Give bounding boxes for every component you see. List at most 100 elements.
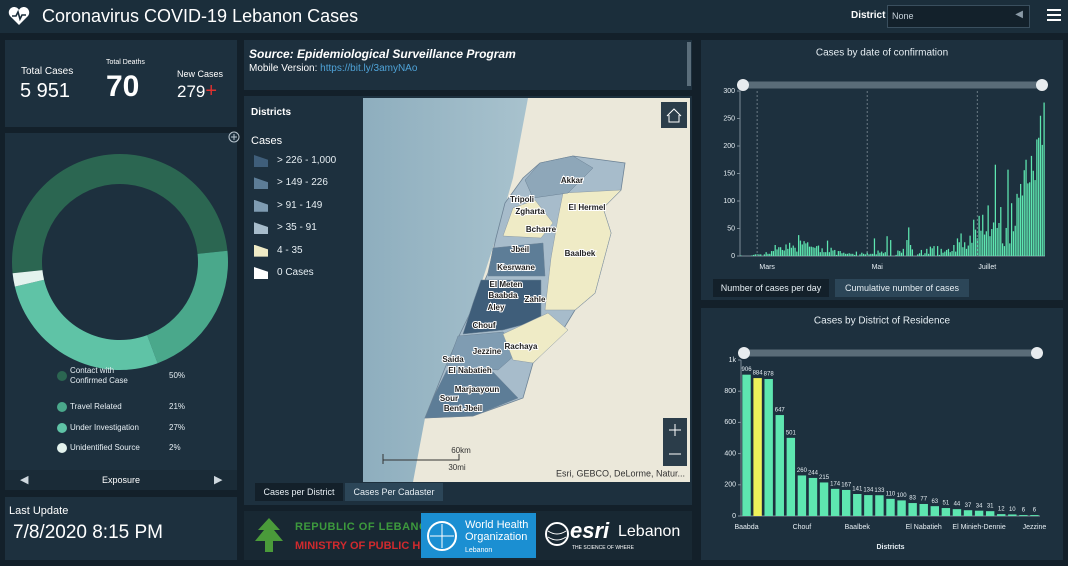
bar[interactable]	[1021, 195, 1024, 257]
bar[interactable]	[882, 253, 885, 256]
bar[interactable]	[781, 249, 784, 256]
bar[interactable]	[810, 246, 812, 256]
bar[interactable]	[819, 252, 821, 256]
bar[interactable]	[940, 248, 942, 256]
bar[interactable]	[772, 251, 775, 256]
bar[interactable]	[769, 253, 771, 256]
bar[interactable]	[841, 253, 843, 256]
bar[interactable]	[828, 252, 830, 256]
bar[interactable]	[751, 255, 753, 256]
bar[interactable]	[1038, 137, 1040, 256]
district-area[interactable]	[462, 279, 542, 335]
bar[interactable]	[927, 253, 930, 256]
bar[interactable]	[884, 252, 886, 256]
district-area[interactable]	[524, 155, 594, 199]
bar[interactable]	[909, 245, 912, 256]
mobile-link[interactable]: https://bit.ly/3amyNAo	[320, 63, 418, 74]
bar[interactable]	[788, 242, 791, 256]
bar[interactable]	[992, 222, 995, 256]
bar[interactable]	[875, 495, 884, 516]
bar[interactable]	[830, 247, 832, 256]
bar[interactable]	[760, 254, 762, 256]
bar[interactable]	[997, 514, 1006, 516]
bar[interactable]	[1012, 231, 1015, 256]
bar[interactable]	[850, 253, 852, 256]
bar[interactable]	[941, 508, 951, 516]
bar[interactable]	[816, 246, 818, 256]
bar[interactable]	[967, 245, 969, 256]
bar[interactable]	[846, 253, 849, 256]
bar[interactable]	[785, 244, 787, 256]
donut-slice[interactable]	[12, 270, 45, 287]
bar[interactable]	[960, 233, 962, 256]
bar[interactable]	[963, 510, 973, 516]
bar[interactable]	[980, 230, 982, 256]
map-tab[interactable]: Cases Per Cadaster	[345, 483, 443, 501]
bar[interactable]	[985, 231, 987, 256]
bar[interactable]	[895, 254, 897, 256]
district-area[interactable]	[544, 189, 622, 311]
bar[interactable]	[1020, 183, 1022, 256]
bar[interactable]	[841, 489, 851, 516]
bar[interactable]	[994, 164, 997, 256]
bar[interactable]	[908, 503, 917, 516]
bar[interactable]	[821, 248, 823, 256]
bar[interactable]	[929, 246, 932, 256]
bar[interactable]	[1025, 159, 1027, 256]
bar[interactable]	[875, 254, 877, 256]
bar[interactable]	[864, 495, 873, 516]
bar[interactable]	[758, 254, 760, 256]
bar[interactable]	[1032, 170, 1034, 256]
bar[interactable]	[862, 253, 865, 256]
bar[interactable]	[1041, 144, 1043, 256]
bar[interactable]	[799, 240, 802, 256]
bar[interactable]	[973, 219, 975, 256]
bar[interactable]	[819, 482, 829, 516]
bar[interactable]	[764, 379, 773, 516]
bar[interactable]	[852, 253, 854, 256]
donut-slice[interactable]	[147, 250, 229, 364]
bar[interactable]	[952, 509, 962, 516]
bar[interactable]	[965, 248, 968, 256]
expand-icon[interactable]	[228, 131, 240, 143]
bar[interactable]	[1036, 139, 1038, 256]
bar[interactable]	[765, 252, 767, 256]
bar[interactable]	[826, 240, 829, 256]
slider-handle[interactable]	[737, 79, 749, 91]
bar[interactable]	[964, 242, 966, 256]
map-tab[interactable]: Cases per District	[255, 483, 343, 501]
bar[interactable]	[982, 214, 984, 256]
bar[interactable]	[832, 250, 834, 257]
bar[interactable]	[801, 244, 803, 256]
bar[interactable]	[1039, 115, 1042, 256]
bar[interactable]	[808, 477, 818, 516]
slider-handle[interactable]	[738, 347, 750, 359]
bar[interactable]	[817, 245, 820, 256]
bar[interactable]	[919, 503, 928, 516]
bar[interactable]	[969, 235, 971, 256]
bar[interactable]	[879, 252, 881, 256]
bar[interactable]	[1010, 203, 1013, 256]
bar[interactable]	[877, 250, 879, 257]
district-area[interactable]	[502, 312, 569, 364]
home-button[interactable]	[661, 102, 687, 128]
bar[interactable]	[742, 374, 751, 516]
bar[interactable]	[1009, 243, 1011, 256]
bar[interactable]	[922, 254, 924, 256]
bar[interactable]	[1027, 183, 1029, 256]
bar[interactable]	[886, 498, 895, 516]
bar[interactable]	[971, 242, 973, 256]
bar[interactable]	[1030, 515, 1039, 516]
bar[interactable]	[844, 253, 847, 256]
bar[interactable]	[1023, 170, 1025, 256]
bar[interactable]	[985, 511, 995, 516]
district-area[interactable]	[424, 369, 519, 419]
bar[interactable]	[953, 245, 955, 256]
bar[interactable]	[778, 247, 780, 256]
slider-handle[interactable]	[1036, 79, 1048, 91]
bar[interactable]	[763, 254, 765, 256]
bar[interactable]	[792, 245, 794, 256]
bar[interactable]	[866, 251, 868, 256]
bar[interactable]	[881, 251, 883, 256]
bar[interactable]	[900, 252, 903, 256]
